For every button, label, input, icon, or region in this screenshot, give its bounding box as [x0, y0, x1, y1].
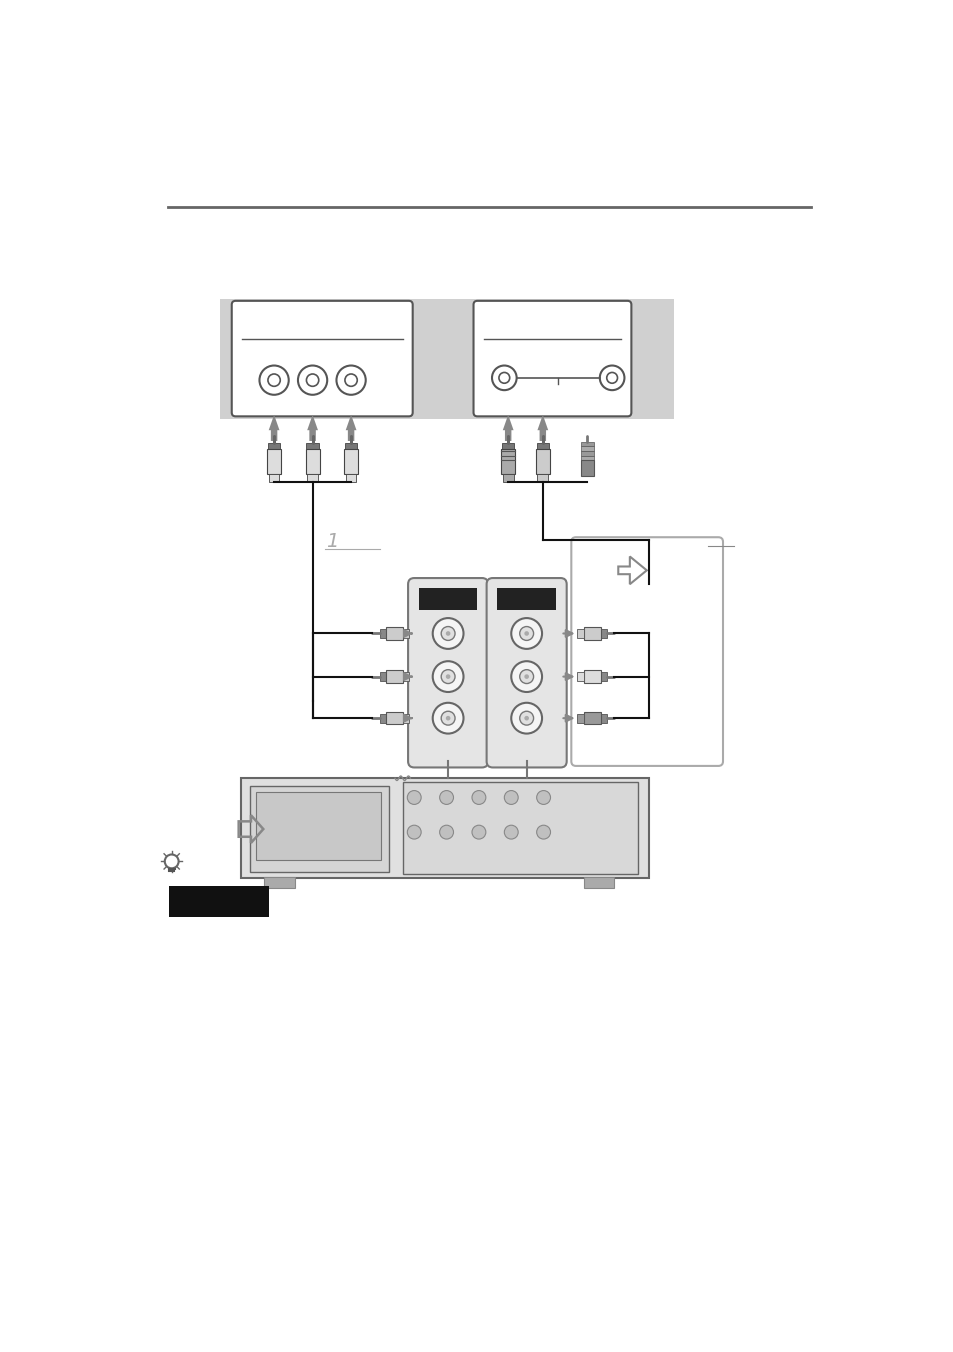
Circle shape [524, 675, 528, 679]
Bar [220, 299, 674, 419]
Bar [402, 714, 409, 723]
Circle shape [537, 791, 550, 804]
Bar [497, 588, 556, 610]
Bar [501, 443, 514, 449]
Circle shape [268, 375, 280, 387]
Circle shape [504, 825, 517, 840]
Polygon shape [502, 415, 513, 441]
Circle shape [306, 375, 318, 387]
Circle shape [519, 626, 533, 641]
FancyBboxPatch shape [473, 301, 631, 416]
Circle shape [445, 675, 450, 679]
Circle shape [511, 618, 541, 649]
Polygon shape [269, 415, 279, 441]
FancyBboxPatch shape [408, 579, 488, 768]
Bar [379, 629, 385, 638]
Bar [500, 449, 515, 475]
Bar [379, 672, 385, 681]
Bar [577, 629, 583, 638]
Circle shape [524, 715, 528, 721]
Bar [269, 475, 279, 481]
Bar [344, 449, 357, 475]
Bar [580, 460, 593, 476]
Circle shape [472, 791, 485, 804]
Circle shape [439, 791, 453, 804]
Circle shape [445, 631, 450, 635]
Bar [345, 443, 356, 449]
Bar [502, 475, 513, 481]
Bar [306, 443, 318, 449]
Bar [577, 714, 583, 723]
Circle shape [606, 372, 617, 383]
Bar [307, 475, 317, 481]
Circle shape [440, 711, 455, 725]
Circle shape [336, 365, 365, 395]
Circle shape [498, 372, 509, 383]
Bar [580, 442, 594, 446]
Bar [385, 671, 402, 683]
Circle shape [519, 669, 533, 684]
Bar [537, 475, 548, 481]
Bar [250, 786, 389, 872]
Bar [402, 629, 409, 638]
Bar [583, 627, 600, 639]
Bar [379, 714, 385, 723]
Circle shape [511, 661, 541, 692]
FancyBboxPatch shape [232, 301, 413, 416]
Circle shape [439, 825, 453, 840]
Bar [170, 886, 269, 917]
Circle shape [407, 825, 420, 840]
Circle shape [445, 715, 450, 721]
Circle shape [537, 825, 550, 840]
Circle shape [433, 618, 463, 649]
Bar [402, 781, 637, 875]
FancyBboxPatch shape [486, 579, 566, 768]
Bar [583, 877, 614, 887]
Bar [385, 627, 402, 639]
Bar [385, 713, 402, 725]
Bar [264, 877, 294, 887]
Circle shape [440, 669, 455, 684]
Bar [345, 475, 356, 481]
Circle shape [472, 825, 485, 840]
Bar [402, 672, 409, 681]
Circle shape [433, 661, 463, 692]
Circle shape [519, 711, 533, 725]
Bar [583, 713, 600, 725]
Bar [256, 792, 381, 860]
Circle shape [433, 703, 463, 734]
Circle shape [297, 365, 327, 395]
Bar [580, 446, 594, 452]
Circle shape [511, 703, 541, 734]
Bar [600, 672, 606, 681]
Polygon shape [537, 415, 548, 441]
Bar [580, 452, 594, 456]
Bar [583, 671, 600, 683]
Bar [267, 449, 281, 475]
Bar [600, 714, 606, 723]
Circle shape [259, 365, 289, 395]
Bar [305, 449, 319, 475]
Bar [577, 672, 583, 681]
Circle shape [407, 791, 420, 804]
Text: 1: 1 [326, 533, 338, 552]
Bar [418, 588, 476, 610]
Bar [537, 443, 548, 449]
Circle shape [345, 375, 356, 387]
Bar [580, 456, 594, 460]
Circle shape [504, 791, 517, 804]
Polygon shape [307, 415, 317, 441]
Circle shape [492, 365, 517, 391]
Polygon shape [345, 415, 356, 441]
Circle shape [599, 365, 624, 391]
Circle shape [440, 626, 455, 641]
Bar [600, 629, 606, 638]
Bar [536, 449, 549, 475]
Circle shape [524, 631, 528, 635]
Bar [268, 443, 280, 449]
Bar [241, 779, 648, 879]
